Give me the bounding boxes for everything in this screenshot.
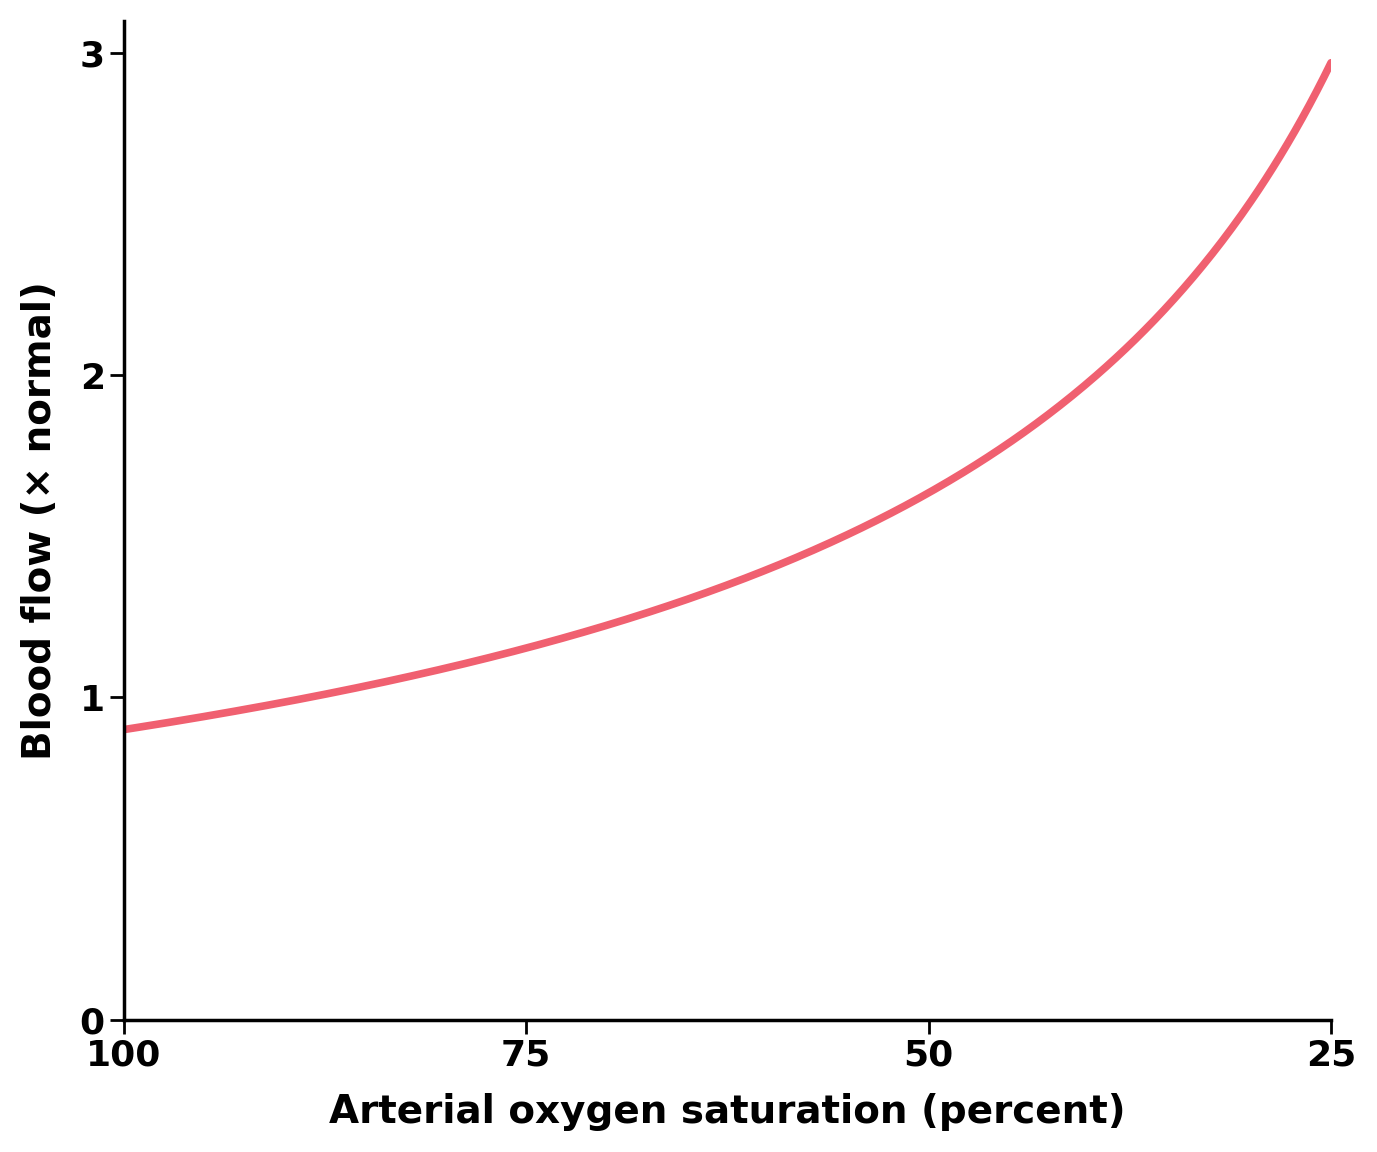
Y-axis label: Blood flow (× normal): Blood flow (× normal) xyxy=(21,281,59,759)
X-axis label: Arterial oxygen saturation (percent): Arterial oxygen saturation (percent) xyxy=(329,1093,1125,1131)
